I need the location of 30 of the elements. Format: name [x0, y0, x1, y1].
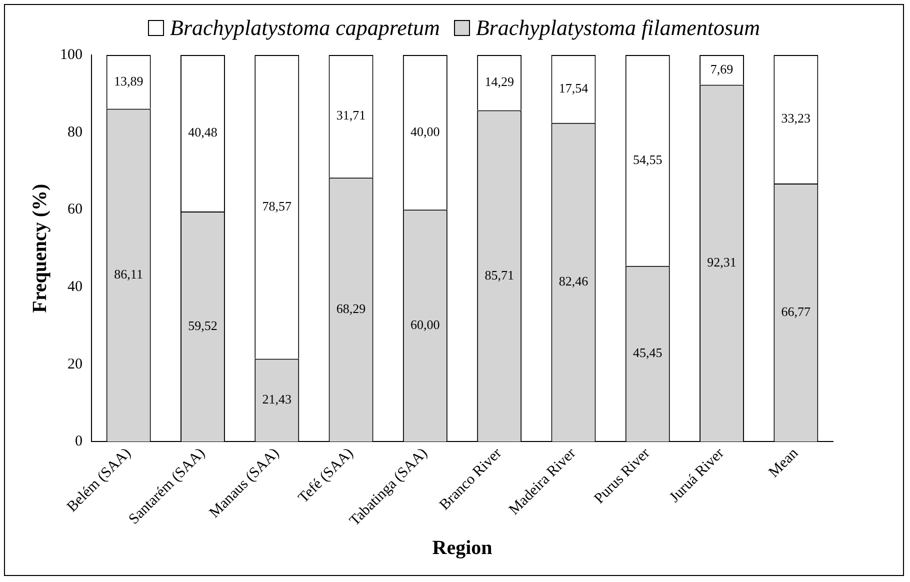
data-label: 54,55 — [633, 152, 662, 167]
data-label: 17,54 — [558, 80, 589, 96]
data-label: 45,45 — [633, 345, 662, 360]
data-label: 82,46 — [558, 274, 589, 289]
data-label: 21,43 — [262, 392, 292, 407]
y-tick-label: 40 — [68, 278, 82, 295]
y-tick-label: 60 — [68, 202, 82, 218]
data-label: 31,71 — [336, 108, 366, 123]
y-tick-label: 100 — [60, 46, 82, 63]
data-label: 66,77 — [781, 304, 812, 320]
data-label: 59,52 — [188, 318, 218, 334]
data-label: 14,29 — [484, 74, 514, 90]
y-tick-label: 0 — [75, 434, 82, 450]
y-tick-label: 80 — [68, 124, 82, 140]
series-label: Brachyplatystoma capapretum — [170, 15, 440, 41]
data-label: 85,71 — [484, 267, 514, 282]
y-axis-title: Frequency (%) — [29, 184, 52, 313]
data-label: 68,29 — [336, 301, 366, 316]
data-label: 60,00 — [410, 317, 440, 332]
y-tick-label: 20 — [68, 356, 82, 372]
data-label: 86,11 — [114, 266, 143, 282]
data-label: 40,00 — [410, 124, 440, 139]
data-label: 13,89 — [114, 73, 144, 88]
data-label: 7,69 — [710, 61, 734, 76]
data-label: 78,57 — [262, 198, 292, 214]
data-label: 33,23 — [781, 110, 811, 126]
data-label: 40,48 — [188, 124, 218, 140]
data-label: 92,31 — [707, 254, 736, 270]
legend-label: Brachyplatystoma filamentosum — [476, 15, 760, 41]
x-axis-title: Region — [432, 537, 492, 560]
